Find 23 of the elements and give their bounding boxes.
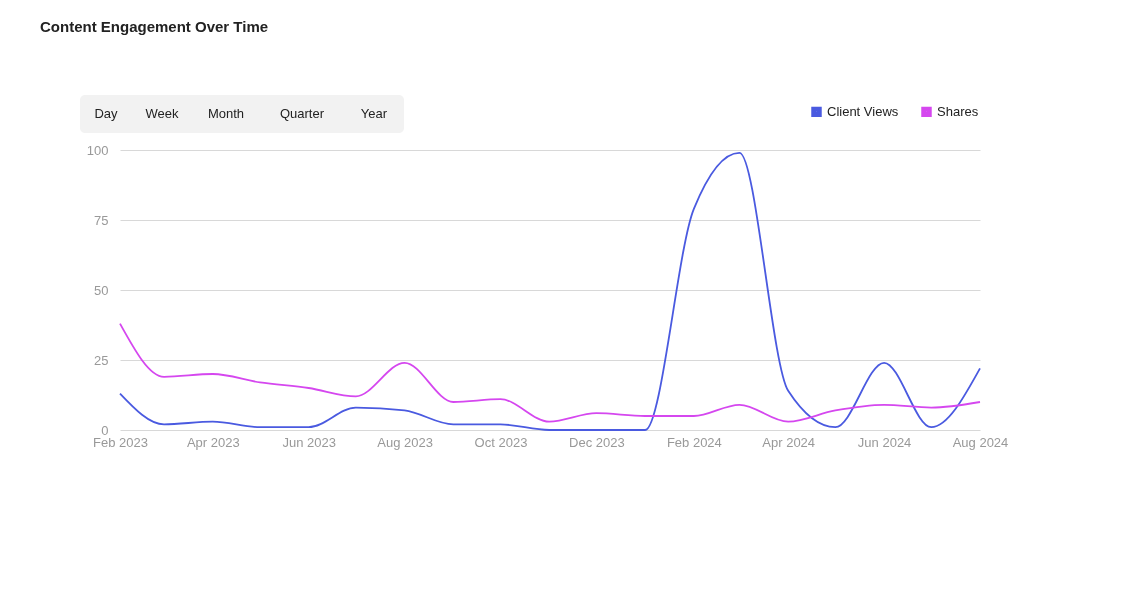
line-series [119, 151, 981, 431]
y-tick-label: 100 [86, 142, 109, 158]
x-tick-label: Feb 2024 [666, 434, 722, 450]
y-tick-label: 25 [94, 352, 109, 368]
y-tick-label: 50 [94, 282, 109, 298]
x-tick-label: Jun 2023 [282, 434, 336, 450]
text: Day [94, 106, 119, 121]
x-tick-label: Apr 2023 [186, 434, 240, 450]
legend-label: Client Views [827, 103, 899, 119]
line-series [119, 322, 981, 423]
text: Year [360, 106, 388, 121]
x-tick-label: Aug 2023 [377, 434, 433, 450]
chart-title: Content Engagement Over Time [40, 18, 269, 35]
x-tick-label: Dec 2023 [569, 434, 625, 450]
text: Month [207, 106, 245, 121]
text: Week [145, 106, 179, 121]
x-tick-label: Oct 2023 [474, 434, 528, 450]
x-tick-label: Apr 2024 [762, 434, 816, 450]
text: Quarter [279, 106, 325, 121]
x-tick-label: Jun 2024 [857, 434, 912, 450]
legend-label: Shares [937, 103, 979, 119]
x-tick-label: Aug 2024 [952, 434, 1009, 450]
y-tick-label: 75 [94, 212, 109, 228]
